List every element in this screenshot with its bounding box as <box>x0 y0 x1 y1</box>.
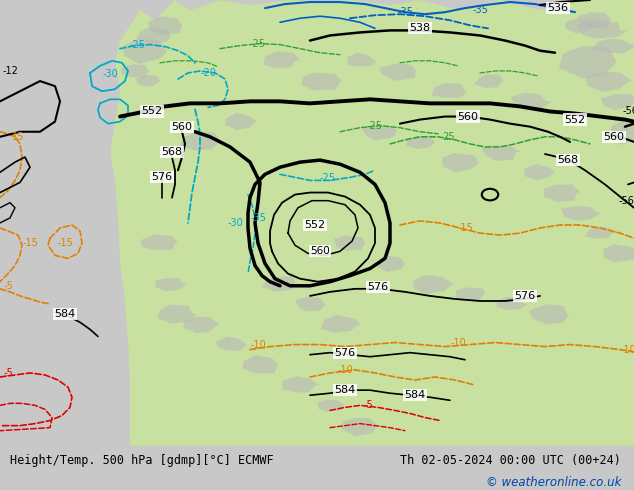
Text: 584: 584 <box>334 385 356 395</box>
Text: 560: 560 <box>604 132 624 142</box>
Text: -35: -35 <box>472 5 488 15</box>
Polygon shape <box>577 12 612 28</box>
Text: Height/Temp. 500 hPa [gdmp][°C] ECMWF: Height/Temp. 500 hPa [gdmp][°C] ECMWF <box>10 454 273 466</box>
Polygon shape <box>603 244 634 262</box>
Text: 552: 552 <box>304 220 326 230</box>
Polygon shape <box>121 65 150 77</box>
Polygon shape <box>122 39 168 64</box>
Polygon shape <box>318 400 345 412</box>
Text: -25: -25 <box>250 39 266 49</box>
Text: 576: 576 <box>368 282 389 292</box>
Text: 576: 576 <box>514 291 536 301</box>
Text: 584: 584 <box>55 309 75 319</box>
Polygon shape <box>136 26 171 44</box>
Text: © weatheronline.co.uk: © weatheronline.co.uk <box>486 476 621 489</box>
Polygon shape <box>262 276 296 292</box>
Text: 536: 536 <box>548 3 569 13</box>
Text: -25: -25 <box>320 173 336 183</box>
Text: 576: 576 <box>152 172 172 182</box>
Polygon shape <box>264 51 301 68</box>
Text: -15: -15 <box>457 223 473 233</box>
Polygon shape <box>243 355 279 373</box>
Text: -15: -15 <box>22 238 38 248</box>
Polygon shape <box>442 153 479 172</box>
Polygon shape <box>341 418 378 436</box>
Text: -30: -30 <box>227 218 243 228</box>
Polygon shape <box>295 297 326 312</box>
Text: -12: -12 <box>2 66 18 76</box>
Polygon shape <box>0 0 130 446</box>
Polygon shape <box>481 146 521 161</box>
Polygon shape <box>225 113 257 130</box>
Text: -5: -5 <box>363 400 373 410</box>
Polygon shape <box>610 121 634 145</box>
Polygon shape <box>362 124 398 140</box>
Polygon shape <box>136 75 160 87</box>
Polygon shape <box>157 305 197 323</box>
Polygon shape <box>148 16 183 35</box>
Polygon shape <box>455 288 486 301</box>
Text: 25: 25 <box>442 132 454 142</box>
Polygon shape <box>601 94 634 110</box>
Polygon shape <box>183 317 219 333</box>
Text: -10: -10 <box>620 344 634 355</box>
Polygon shape <box>565 19 596 33</box>
Text: -568: -568 <box>619 196 634 206</box>
Text: 538: 538 <box>410 24 430 33</box>
Text: -25: -25 <box>130 40 146 49</box>
Polygon shape <box>334 235 365 251</box>
Text: 560: 560 <box>172 122 193 132</box>
Polygon shape <box>562 206 602 221</box>
Text: 576: 576 <box>335 348 356 358</box>
Polygon shape <box>474 74 503 88</box>
Text: -35: -35 <box>397 7 413 17</box>
Text: -35: -35 <box>250 213 266 223</box>
Polygon shape <box>321 315 361 333</box>
Text: Th 02-05-2024 00:00 UTC (00+24): Th 02-05-2024 00:00 UTC (00+24) <box>401 454 621 466</box>
Polygon shape <box>110 0 634 446</box>
Text: -5: -5 <box>3 281 13 291</box>
Polygon shape <box>585 226 617 239</box>
Polygon shape <box>559 46 618 78</box>
Polygon shape <box>544 184 581 202</box>
Text: 568: 568 <box>162 147 183 157</box>
Polygon shape <box>586 72 633 92</box>
Polygon shape <box>155 278 187 291</box>
Text: -15: -15 <box>57 238 73 248</box>
Polygon shape <box>376 256 406 272</box>
Text: -10: -10 <box>450 338 466 347</box>
Text: -10: -10 <box>250 340 266 349</box>
Polygon shape <box>511 93 552 109</box>
Polygon shape <box>347 53 377 67</box>
Text: 560: 560 <box>310 246 330 256</box>
Polygon shape <box>524 164 555 180</box>
Polygon shape <box>179 132 221 150</box>
Polygon shape <box>406 136 435 149</box>
Polygon shape <box>216 337 247 351</box>
Text: -56: -56 <box>622 106 634 117</box>
Text: 552: 552 <box>141 106 162 117</box>
Polygon shape <box>431 83 468 98</box>
Text: -30: -30 <box>102 69 118 79</box>
Polygon shape <box>141 234 178 250</box>
Polygon shape <box>593 39 634 53</box>
Text: 560: 560 <box>458 112 479 122</box>
Polygon shape <box>282 376 320 392</box>
Text: -25: -25 <box>367 121 383 131</box>
Text: -10: -10 <box>337 365 353 375</box>
Polygon shape <box>378 64 417 81</box>
Text: -20: -20 <box>200 68 216 78</box>
Polygon shape <box>576 19 627 39</box>
Text: 568: 568 <box>557 155 579 165</box>
Polygon shape <box>413 275 453 294</box>
Text: 552: 552 <box>564 115 586 124</box>
Text: 15: 15 <box>12 132 24 142</box>
Polygon shape <box>301 73 342 90</box>
Text: -5: -5 <box>3 368 13 378</box>
Polygon shape <box>529 304 569 324</box>
Text: 584: 584 <box>404 390 425 400</box>
Polygon shape <box>496 296 527 310</box>
